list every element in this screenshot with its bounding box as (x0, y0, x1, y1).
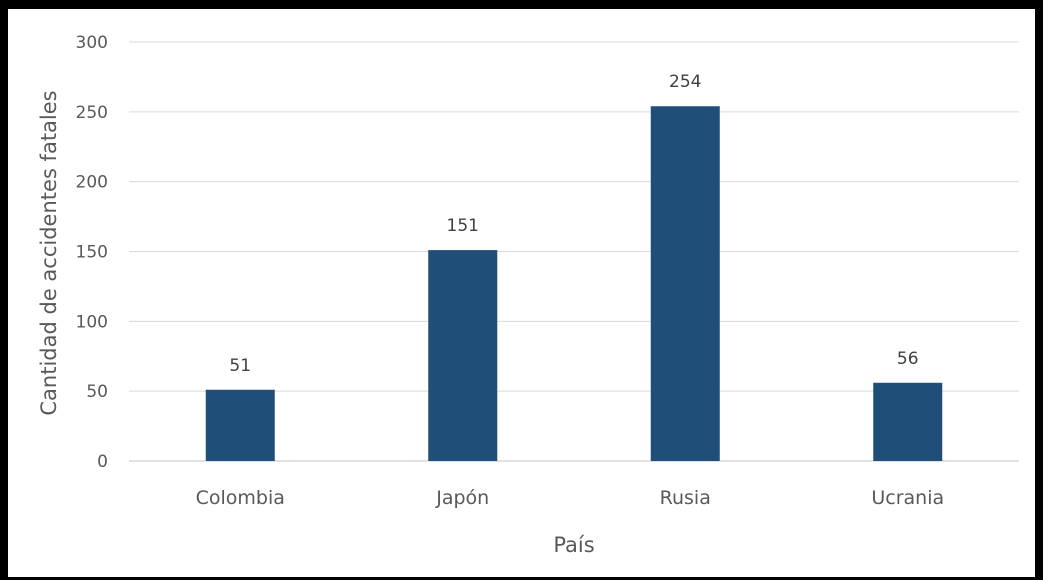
y-axis-title: Cantidad de accidentes fatales (37, 90, 61, 415)
data-label: 254 (669, 72, 701, 92)
y-tick-label: 250 (76, 103, 108, 123)
data-label: 51 (229, 356, 251, 376)
bar-rusia (650, 106, 720, 461)
x-tick-label: Japón (435, 487, 489, 509)
y-tick-label: 0 (97, 452, 108, 472)
y-axis-ticks: 0 50 100 150 200 250 300 (76, 33, 108, 472)
x-tick-label: Ucrania (871, 487, 944, 509)
y-tick-label: 200 (76, 173, 108, 193)
x-axis-title: País (553, 533, 594, 557)
y-tick-label: 150 (76, 243, 108, 263)
data-label: 151 (447, 216, 479, 236)
x-axis-ticks: Colombia Japón Rusia Ucrania (196, 487, 945, 509)
y-tick-label: 50 (86, 382, 108, 402)
bar-ucrania (873, 382, 943, 461)
y-tick-label: 100 (76, 312, 108, 332)
x-tick-label: Rusia (660, 487, 711, 509)
bar-colombia (205, 389, 275, 461)
data-labels: 51 151 254 56 (229, 72, 918, 376)
y-tick-label: 300 (76, 33, 108, 53)
bar-japón (428, 250, 498, 461)
bars (205, 106, 943, 461)
x-tick-label: Colombia (196, 487, 285, 509)
data-label: 56 (897, 349, 919, 369)
gridlines (129, 41, 1019, 462)
